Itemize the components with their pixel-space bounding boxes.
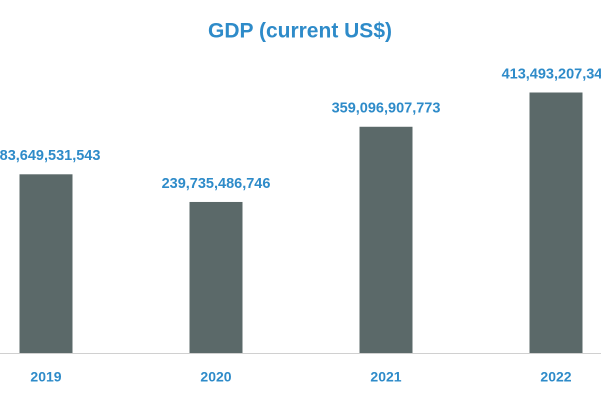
chart-title: GDP (current US$) (208, 20, 392, 43)
bar (359, 126, 413, 353)
data-label: 283,649,531,543 (0, 148, 100, 164)
x-tick-label: 2021 (370, 369, 401, 385)
x-tick-label: 2019 (30, 369, 61, 385)
x-tick-label: 2020 (200, 369, 231, 385)
data-label: 413,493,207,340 (502, 66, 601, 82)
data-label: 359,096,907,773 (332, 101, 441, 117)
x-tick-label: 2022 (540, 369, 571, 385)
bar (189, 201, 243, 353)
data-label: 239,735,486,746 (162, 176, 271, 192)
bar (529, 92, 583, 354)
bar (19, 174, 73, 353)
